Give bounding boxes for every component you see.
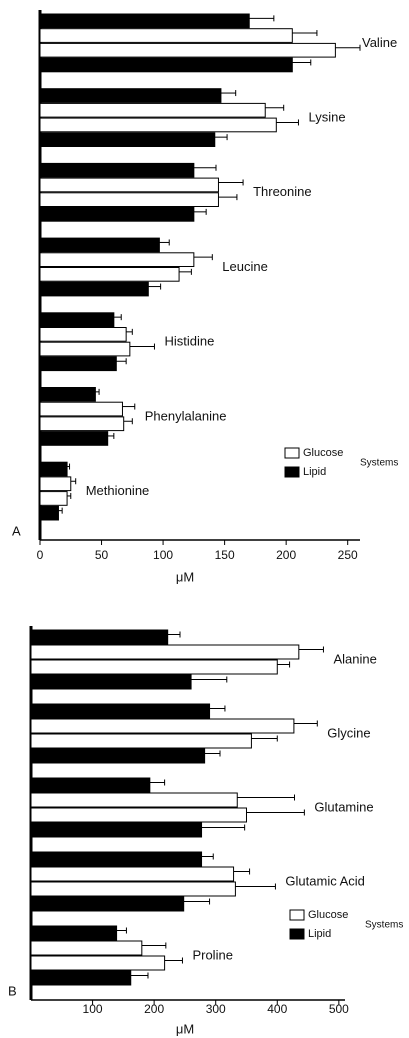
- bar: [39, 28, 293, 43]
- x-axis-label: μM: [176, 1021, 194, 1036]
- bar: [39, 356, 117, 372]
- category-label: Alanine: [333, 651, 376, 666]
- bar: [39, 102, 266, 118]
- bar: [39, 267, 180, 282]
- legend-label: Glucose: [308, 909, 348, 921]
- bar: [30, 748, 206, 764]
- x-tick-label: 0: [37, 548, 44, 562]
- category-label: Glutamine: [314, 799, 373, 814]
- x-tick-label: 50: [95, 548, 109, 562]
- category-label: Threonine: [253, 184, 312, 199]
- bar: [39, 312, 115, 327]
- bar: [30, 777, 151, 793]
- x-tick-label: 250: [338, 548, 358, 562]
- x-tick-label: 200: [144, 1002, 164, 1016]
- bar: [39, 207, 195, 222]
- category-label: Glycine: [327, 725, 370, 740]
- bar: [39, 252, 195, 268]
- bar: [39, 476, 72, 492]
- bar: [39, 192, 219, 208]
- bar: [39, 57, 293, 73]
- category-label: Proline: [192, 947, 232, 962]
- category-label: Valine: [362, 35, 397, 50]
- legend-swatch: [289, 909, 305, 921]
- category-label: Histidine: [164, 334, 214, 349]
- panel-label: A: [12, 523, 21, 538]
- bar: [39, 327, 127, 342]
- bar: [30, 807, 247, 823]
- bar: [30, 629, 169, 645]
- bar: [39, 132, 216, 148]
- bar: [30, 955, 166, 971]
- category-label: Methionine: [86, 483, 150, 498]
- legend-label: Lipid: [303, 466, 326, 478]
- x-tick-label: 150: [215, 548, 235, 562]
- bar: [30, 674, 192, 690]
- bar: [30, 881, 236, 897]
- bar: [39, 341, 131, 357]
- bar: [30, 792, 238, 808]
- bar: [39, 461, 68, 477]
- panel-label: B: [8, 983, 17, 998]
- bar: [30, 822, 203, 838]
- legend-label: Lipid: [308, 928, 331, 940]
- bar: [30, 851, 203, 867]
- bar: [30, 659, 278, 675]
- bar: [30, 925, 118, 941]
- x-tick-label: 100: [153, 548, 173, 562]
- x-tick-label: 500: [329, 1002, 349, 1016]
- bar: [39, 117, 277, 133]
- bar: [39, 162, 195, 178]
- bar: [39, 401, 123, 417]
- x-tick-label: 200: [276, 548, 296, 562]
- legend-swatch: [289, 928, 305, 940]
- x-tick-label: 400: [267, 1002, 287, 1016]
- legend-swatch: [284, 447, 300, 459]
- bar: [30, 970, 132, 986]
- legend-swatch: [284, 466, 300, 478]
- bar: [30, 718, 295, 734]
- bar: [39, 281, 149, 297]
- legend-title: Systems: [365, 920, 403, 931]
- bar: [39, 42, 336, 58]
- category-label: Leucine: [222, 259, 268, 274]
- bar: [30, 703, 211, 719]
- bar: [39, 416, 125, 432]
- bar: [39, 431, 109, 446]
- x-tick-label: 100: [83, 1002, 103, 1016]
- bar: [39, 505, 59, 521]
- category-label: Phenylalanine: [145, 408, 227, 423]
- bar: [39, 237, 160, 253]
- x-tick-label: 300: [206, 1002, 226, 1016]
- category-label: Lysine: [308, 110, 345, 125]
- bar: [30, 866, 235, 882]
- bar: [30, 940, 143, 956]
- bar: [39, 13, 250, 29]
- bar: [30, 733, 252, 749]
- bar: [39, 491, 68, 506]
- bar: [30, 896, 185, 912]
- bar: [30, 644, 300, 660]
- legend-title: Systems: [360, 458, 398, 469]
- bar: [39, 387, 96, 402]
- x-axis-label: μM: [176, 569, 194, 584]
- bar: [39, 88, 222, 103]
- bar: [39, 177, 219, 193]
- legend-label: Glucose: [303, 447, 343, 459]
- category-label: Glutamic Acid: [285, 873, 364, 888]
